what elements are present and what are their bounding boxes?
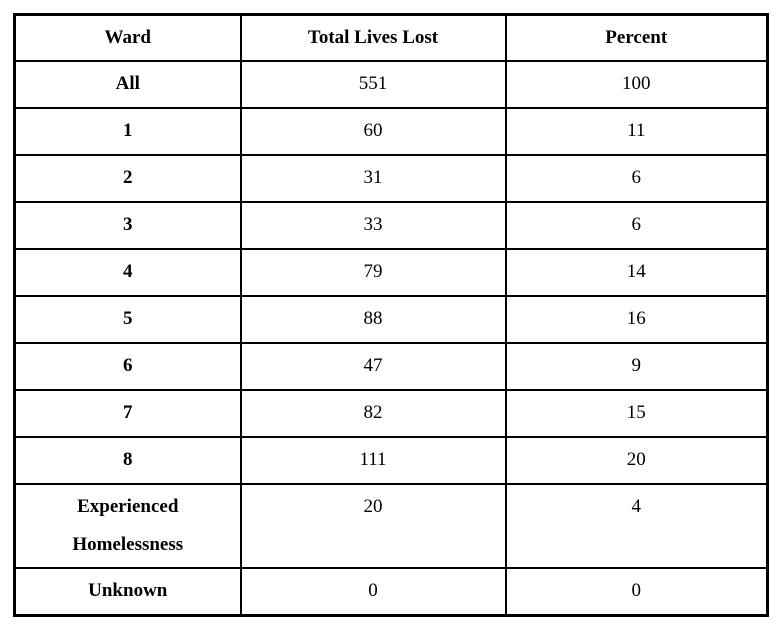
cell-percent: 4 [504,483,769,569]
cell-percent: 100 [504,60,769,109]
table-row: 4 79 14 [13,248,769,297]
cell-total: 33 [239,201,507,250]
cell-ward: 3 [13,201,242,250]
table-header: Ward Total Lives Lost Percent [13,13,769,62]
cell-percent: 6 [504,201,769,250]
table-row: 1 60 11 [13,107,769,156]
cell-total: 111 [239,436,507,485]
cell-ward: 7 [13,389,242,438]
cell-total: 20 [239,483,507,569]
cell-total: 31 [239,154,507,203]
ward-lives-lost-table: Ward Total Lives Lost Percent All 551 100 1… [13,13,769,617]
cell-total: 60 [239,107,507,156]
header-row: Ward Total Lives Lost Percent [13,13,769,62]
column-header-ward: Ward [13,13,242,62]
table-body: All 551 100 1 60 11 2 31 6 3 33 6 4 79 14 5 88 16 6 47 9 7 82 1… [13,60,769,616]
cell-ward: 1 [13,107,242,156]
column-header-total: Total Lives Lost [239,13,507,62]
cell-ward: Unknown [13,567,242,616]
cell-ward: 5 [13,295,242,344]
cell-percent: 6 [504,154,769,203]
cell-ward: All [13,60,242,109]
table-row: 3 33 6 [13,201,769,250]
lives-lost-table: Ward Total Lives Lost Percent All 551 100 1… [13,13,769,617]
cell-total: 79 [239,248,507,297]
cell-total: 82 [239,389,507,438]
table-row: Unknown 0 0 [13,567,769,616]
cell-percent: 15 [504,389,769,438]
table-row: Experienced Homelessness 20 4 [13,483,769,569]
cell-percent: 11 [504,107,769,156]
cell-total: 551 [239,60,507,109]
cell-percent: 9 [504,342,769,391]
cell-percent: 16 [504,295,769,344]
cell-ward: 8 [13,436,242,485]
cell-total: 0 [239,567,507,616]
cell-percent: 20 [504,436,769,485]
cell-ward: 2 [13,154,242,203]
table-row: All 551 100 [13,60,769,109]
column-header-percent: Percent [504,13,769,62]
cell-percent: 14 [504,248,769,297]
cell-total: 47 [239,342,507,391]
table-row: 7 82 15 [13,389,769,438]
cell-total: 88 [239,295,507,344]
table-row: 5 88 16 [13,295,769,344]
table-row: 6 47 9 [13,342,769,391]
cell-ward: 6 [13,342,242,391]
cell-percent: 0 [504,567,769,616]
cell-ward: Experienced Homelessness [13,483,242,569]
table-row: 2 31 6 [13,154,769,203]
cell-ward: 4 [13,248,242,297]
table-row: 8 111 20 [13,436,769,485]
